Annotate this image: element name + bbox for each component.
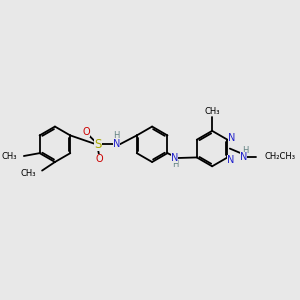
Text: N: N (227, 155, 235, 165)
Text: CH₂CH₃: CH₂CH₃ (264, 152, 296, 161)
Text: N: N (228, 133, 236, 143)
Text: S: S (94, 138, 101, 151)
Text: CH₃: CH₃ (21, 169, 36, 178)
Text: N: N (171, 153, 178, 163)
Text: H: H (242, 146, 248, 155)
Text: O: O (95, 154, 103, 164)
Text: N: N (113, 139, 120, 149)
Text: CH₃: CH₃ (1, 152, 17, 160)
Text: O: O (82, 127, 90, 137)
Text: N: N (240, 152, 247, 162)
Text: CH₃: CH₃ (204, 107, 220, 116)
Text: H: H (172, 160, 178, 169)
Text: H: H (113, 131, 120, 140)
